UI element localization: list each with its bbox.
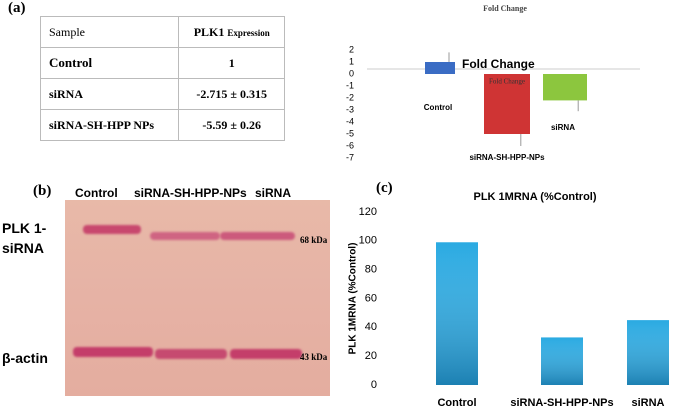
row-label: PLK 1- siRNA [2,220,47,256]
lane-label: siRNA-SH-HPP-NPs [134,186,247,200]
cell: siRNA-SH-HPP NPs [39,109,180,141]
y-tick-label: 120 [359,206,377,218]
y-tick-label: 60 [365,292,377,304]
row-label: β-actin [2,350,48,366]
x-tick-label: siRNA-SH-HPP-NPs [510,397,613,409]
x-tick-label: Control [437,397,476,409]
chart-title: PLK 1MRNA (%Control) [473,191,596,203]
y-tick-label: -6 [346,140,354,150]
y-tick-label: -4 [346,116,354,126]
band [220,232,295,240]
y-tick-label: -7 [346,152,354,162]
legend-label: Fold Change [462,57,535,71]
header-cell: PLK1 Expression [178,16,285,48]
y-tick-label: 0 [371,379,377,391]
band [83,225,141,234]
bar [425,62,455,74]
bar-shade [541,337,583,385]
bar [543,74,587,101]
y-tick-label: 40 [365,321,377,333]
y-tick-label: -2 [346,92,354,102]
expression-table: Sample PLK1 Expression Control 1 siRNA -2.… [39,16,285,141]
header-cell: Sample [39,16,180,48]
category-label: siRNA [551,123,575,132]
band [155,349,227,359]
bar [484,74,530,134]
header-gene: PLK1 [193,24,225,39]
cell: -5.59 ± 0.26 [178,109,285,141]
y-tick-label: 2 [349,44,354,54]
marker-label: 68 kDa [300,235,328,245]
y-tick-label: 80 [365,264,377,276]
panel-label: (a) [8,0,26,16]
category-label: Control [424,103,452,112]
marker-label: 43 kDa [300,352,328,362]
cell: 1 [178,47,285,79]
panel-label: (b) [33,183,52,199]
y-axis-label: PLK 1MRNA (%Control) [348,243,359,355]
y-tick-label: 0 [349,68,354,78]
y-tick-label: 1 [349,56,354,66]
blot-image [65,200,330,396]
y-tick-label: -3 [346,104,354,114]
bar-label: Fold Change [489,78,525,86]
header-measure: Expression [227,27,270,38]
y-tick-label: 100 [359,235,377,247]
band [230,349,302,359]
y-tick-label: -1 [346,80,354,90]
bar-shade [627,320,669,385]
panel-label: (c) [376,180,393,196]
y-tick-label: 20 [365,350,377,362]
y-tick-label: -5 [346,128,354,138]
band [150,232,220,240]
category-label: siRNA-SH-HPP-NPs [469,153,545,162]
cell: -2.715 ± 0.315 [178,78,285,110]
band [73,347,153,357]
lane-label: siRNA [255,186,292,200]
lane-label: Control [75,186,118,200]
x-tick-label: siRNA [631,397,664,409]
bar-shade [436,242,478,385]
chart-title: Fold Change [483,4,527,13]
